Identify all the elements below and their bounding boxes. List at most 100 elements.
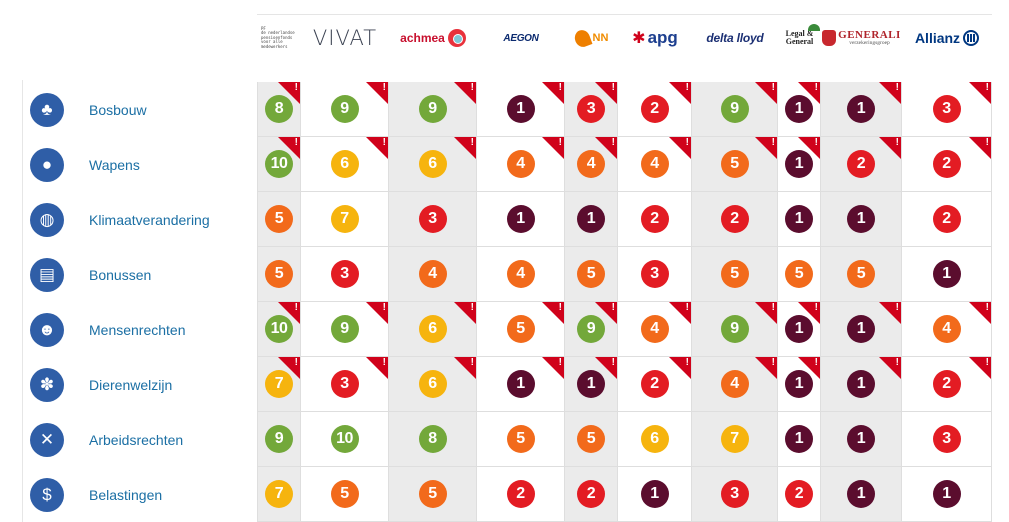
topic-label[interactable]: Bosbouw (89, 101, 147, 118)
topic-row-arbeidsrechten[interactable]: ✕ Arbeidsrechten (30, 412, 183, 467)
score-cell[interactable]: 7 (257, 467, 301, 522)
score-cell[interactable]: 7! (257, 357, 301, 412)
score-cell[interactable]: 1! (778, 137, 821, 192)
score-cell[interactable]: 4! (565, 137, 618, 192)
score-cell[interactable]: 2 (565, 467, 618, 522)
score-cell[interactable]: 2 (477, 467, 565, 522)
score-cell[interactable]: 2 (692, 192, 778, 247)
score-cell[interactable]: 1! (477, 82, 565, 137)
score-cell[interactable]: 6! (389, 302, 477, 357)
score-cell[interactable]: 9! (565, 302, 618, 357)
score-cell[interactable]: 4! (618, 302, 692, 357)
score-cell[interactable]: 7 (301, 192, 389, 247)
insurer-logo-generali[interactable]: GENERALI verzekeringsgroep (821, 16, 902, 60)
score-cell[interactable]: 10 (301, 412, 389, 467)
score-cell[interactable]: 2 (778, 467, 821, 522)
score-cell[interactable]: 4! (692, 357, 778, 412)
score-cell[interactable]: 4! (902, 302, 992, 357)
score-cell[interactable]: 8! (257, 82, 301, 137)
score-cell[interactable]: 1! (778, 302, 821, 357)
score-cell[interactable]: 5 (477, 412, 565, 467)
score-cell[interactable]: 9! (389, 82, 477, 137)
score-cell[interactable]: 5 (778, 247, 821, 302)
score-cell[interactable]: 1! (821, 82, 902, 137)
score-cell[interactable]: 3 (301, 247, 389, 302)
score-cell[interactable]: 1 (821, 192, 902, 247)
topic-row-bosbouw[interactable]: ♣ Bosbouw (30, 82, 147, 137)
score-cell[interactable]: 9! (692, 302, 778, 357)
score-cell[interactable]: 1! (565, 357, 618, 412)
score-cell[interactable]: 1 (565, 192, 618, 247)
score-cell[interactable]: 6! (389, 357, 477, 412)
score-cell[interactable]: 4 (477, 247, 565, 302)
score-cell[interactable]: 5! (477, 302, 565, 357)
insurer-logo-delta-lloyd[interactable]: delta lloyd (692, 16, 778, 60)
score-cell[interactable]: 10! (257, 137, 301, 192)
score-cell[interactable]: 1 (902, 247, 992, 302)
score-cell[interactable]: 1 (821, 412, 902, 467)
score-cell[interactable]: 1! (778, 357, 821, 412)
score-cell[interactable]: 9! (692, 82, 778, 137)
score-cell[interactable]: 3! (902, 82, 992, 137)
score-cell[interactable]: 2! (902, 137, 992, 192)
insurer-logo-nn[interactable]: NN (565, 16, 618, 60)
score-cell[interactable]: 6 (618, 412, 692, 467)
score-cell[interactable]: 4 (389, 247, 477, 302)
topic-label[interactable]: Arbeidsrechten (89, 431, 184, 448)
insurer-logo-achmea[interactable]: achmea (389, 16, 477, 60)
topic-row-klimaatverandering[interactable]: ◍ Klimaatverandering (30, 192, 210, 247)
topic-row-dierenwelzijn[interactable]: ✽ Dierenwelzijn (30, 357, 172, 412)
topic-label[interactable]: Bonussen (89, 266, 152, 283)
score-cell[interactable]: 8 (389, 412, 477, 467)
score-cell[interactable]: 3! (301, 357, 389, 412)
insurer-logo-allianz[interactable]: Allianz (902, 16, 992, 60)
topic-label[interactable]: Wapens (89, 156, 140, 173)
topic-row-wapens[interactable]: ● Wapens (30, 137, 140, 192)
score-cell[interactable]: 5 (301, 467, 389, 522)
topic-row-bonussen[interactable]: ▤ Bonussen (30, 247, 151, 302)
score-cell[interactable]: 5 (692, 247, 778, 302)
score-cell[interactable]: 2! (821, 137, 902, 192)
score-cell[interactable]: 5 (821, 247, 902, 302)
topic-row-mensenrechten[interactable]: ☻ Mensenrechten (30, 302, 186, 357)
score-cell[interactable]: 5 (257, 247, 301, 302)
score-cell[interactable]: 9! (301, 82, 389, 137)
score-cell[interactable]: 1! (477, 357, 565, 412)
topic-label[interactable]: Belastingen (89, 486, 163, 503)
score-cell[interactable]: 1! (821, 357, 902, 412)
score-cell[interactable]: 3 (389, 192, 477, 247)
score-cell[interactable]: 3! (565, 82, 618, 137)
score-cell[interactable]: 2! (618, 357, 692, 412)
topic-label[interactable]: Mensenrechten (89, 321, 186, 338)
insurer-logo-vivat[interactable]: VIVAT (301, 16, 389, 60)
insurer-logo-aegon[interactable]: AEGON (477, 16, 565, 60)
score-cell[interactable]: 2 (902, 192, 992, 247)
score-cell[interactable]: 9! (301, 302, 389, 357)
score-cell[interactable]: 1 (618, 467, 692, 522)
score-cell[interactable]: 7 (692, 412, 778, 467)
score-cell[interactable]: 10! (257, 302, 301, 357)
score-cell[interactable]: 1 (821, 467, 902, 522)
insurer-logo-apg[interactable]: ✱ apg (618, 16, 692, 60)
score-cell[interactable]: 4! (477, 137, 565, 192)
score-cell[interactable]: 1 (902, 467, 992, 522)
score-cell[interactable]: 1 (477, 192, 565, 247)
score-cell[interactable]: 1! (821, 302, 902, 357)
insurer-logo-pensioen[interactable]: PF de nederlandse pensioenfonds voor all… (257, 16, 301, 60)
score-cell[interactable]: 4! (618, 137, 692, 192)
score-cell[interactable]: 2! (902, 357, 992, 412)
score-cell[interactable]: 6! (301, 137, 389, 192)
score-cell[interactable]: 5 (257, 192, 301, 247)
score-cell[interactable]: 5 (565, 247, 618, 302)
topic-label[interactable]: Dierenwelzijn (89, 376, 173, 393)
score-cell[interactable]: 3 (618, 247, 692, 302)
score-cell[interactable]: 1 (778, 192, 821, 247)
score-cell[interactable]: 1 (778, 412, 821, 467)
score-cell[interactable]: 1! (778, 82, 821, 137)
score-cell[interactable]: 5! (692, 137, 778, 192)
topic-row-belastingen[interactable]: $ Belastingen (30, 467, 162, 522)
score-cell[interactable]: 6! (389, 137, 477, 192)
topic-label[interactable]: Klimaatverandering (89, 211, 210, 228)
score-cell[interactable]: 9 (257, 412, 301, 467)
score-cell[interactable]: 3 (902, 412, 992, 467)
